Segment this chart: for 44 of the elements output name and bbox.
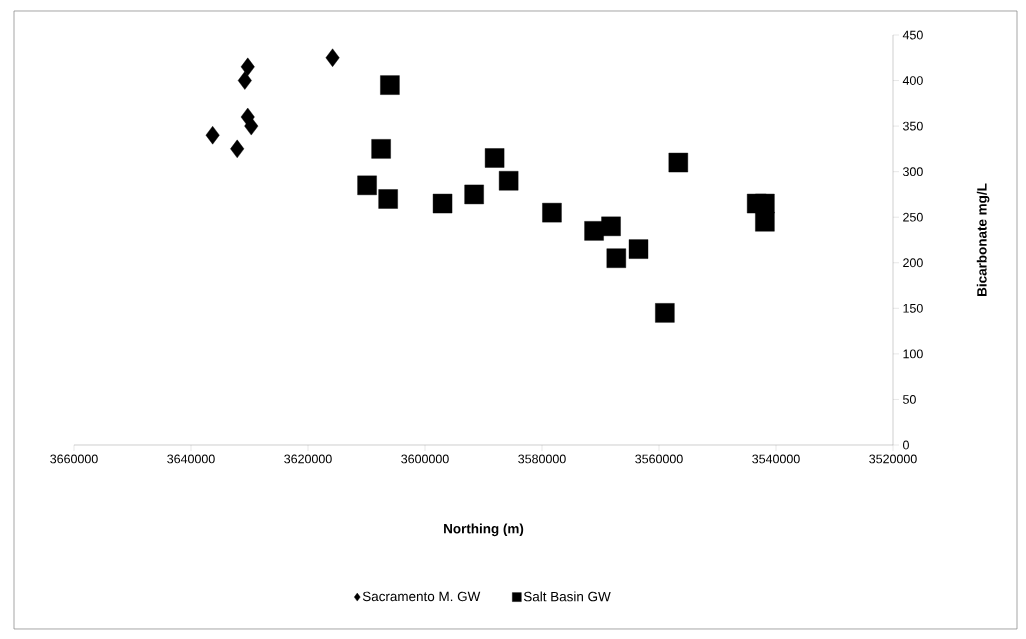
x-tick-label: 3660000: [50, 454, 98, 464]
point: [244, 116, 259, 136]
x-tick-label: 3520000: [869, 454, 917, 464]
point: [498, 171, 519, 191]
x-tick-label: 3600000: [401, 454, 449, 464]
point: [325, 48, 340, 67]
x-tick-label: 3560000: [635, 454, 683, 464]
point: [628, 239, 649, 259]
x-tick-label: 3540000: [752, 454, 800, 464]
y-tick-label: 50: [903, 395, 916, 404]
point: [484, 148, 505, 168]
y-tick-label: 200: [903, 258, 923, 268]
y-tick-label: 150: [903, 303, 923, 313]
legend-label: Sacramento M. GW: [362, 591, 481, 602]
point: [668, 152, 688, 173]
x-tick-label: 3580000: [518, 454, 566, 464]
point: [205, 126, 220, 145]
point: [371, 139, 391, 159]
y-tick-label: 450: [902, 30, 923, 40]
point: [606, 248, 626, 268]
point: [755, 212, 775, 232]
point: [655, 303, 675, 323]
point: [464, 184, 484, 205]
point: [755, 193, 775, 214]
y-axis-title: Bicarbonate mg/L: [976, 183, 990, 296]
point: [542, 202, 562, 223]
y-tick-label: 100: [903, 349, 923, 359]
y-tick-label: 300: [902, 167, 923, 177]
y-tick-label: 0: [903, 440, 909, 450]
x-tick-label: 3620000: [284, 454, 332, 464]
point: [357, 175, 377, 196]
y-tick-label: 250: [903, 212, 923, 222]
x-tick-label: 3640000: [167, 454, 215, 464]
point: [237, 71, 252, 90]
legend-label: Salt Basin GW: [523, 591, 611, 602]
point: [240, 57, 255, 77]
point: [378, 189, 398, 209]
point: [432, 193, 453, 214]
point: [380, 75, 400, 95]
x-axis-title: Northing (m): [444, 523, 524, 537]
point: [230, 139, 245, 159]
point: [601, 216, 621, 237]
y-tick-label: 350: [902, 121, 923, 131]
y-tick-label: 400: [902, 76, 923, 85]
